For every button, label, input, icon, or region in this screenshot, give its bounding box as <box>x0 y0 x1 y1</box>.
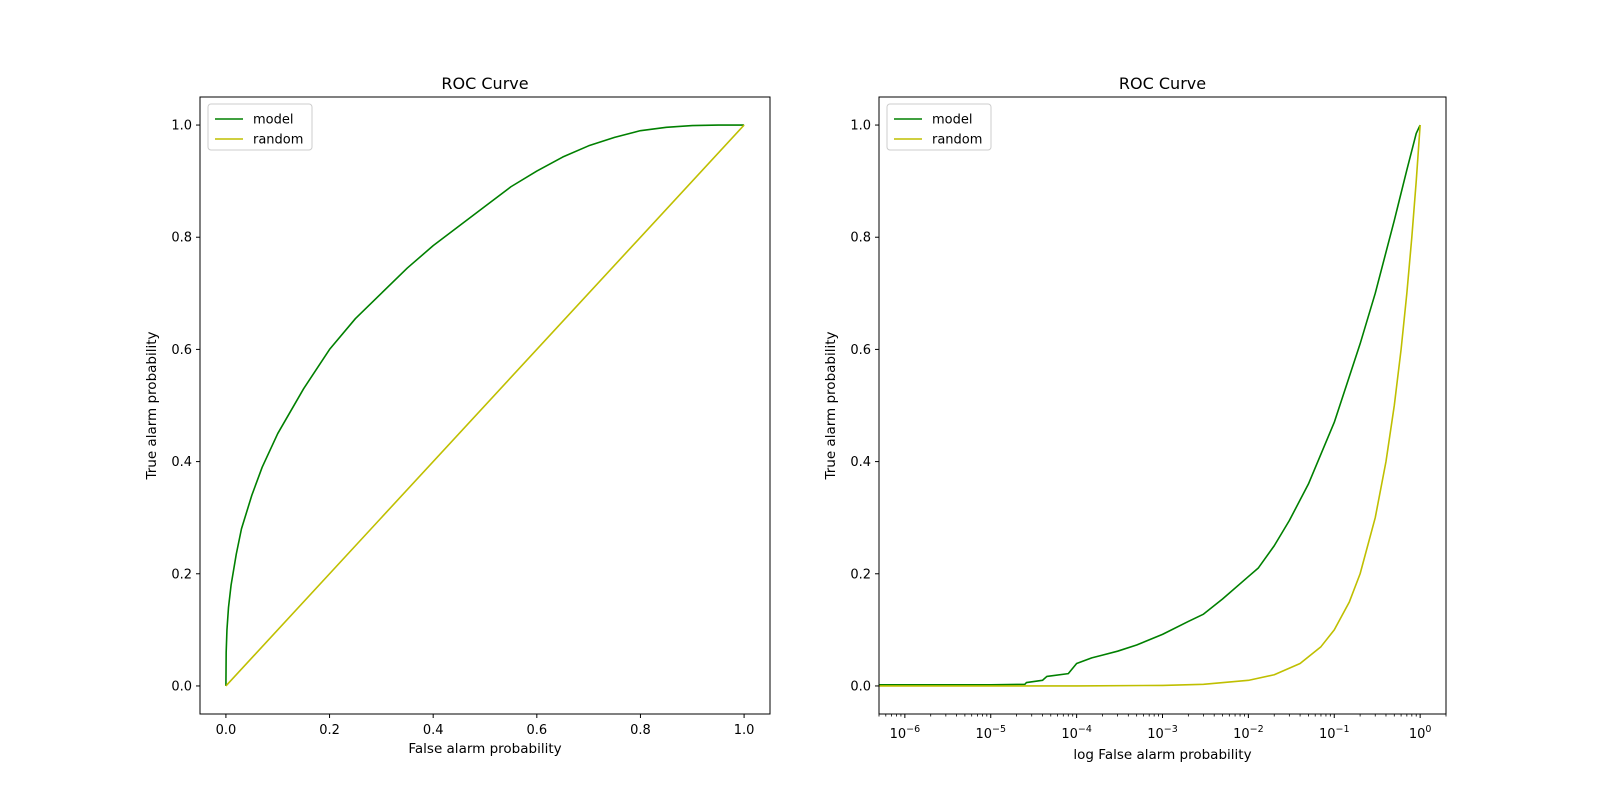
legend-label-model: model <box>253 113 293 128</box>
x-tick-label: 1.0 <box>734 723 755 738</box>
y-tick-label: 0.6 <box>171 343 192 358</box>
legend-label-random: random <box>932 133 982 148</box>
legend-label-random: random <box>253 133 303 148</box>
x-tick-label-base: 10 <box>1319 727 1336 742</box>
y-axis-label: True alarm probability <box>144 331 160 480</box>
y-tick-label: 0.0 <box>850 679 871 694</box>
x-tick-label-exponent: −3 <box>1164 724 1178 735</box>
y-tick-label: 0.0 <box>171 679 192 694</box>
x-tick-label-exponent: −5 <box>992 724 1006 735</box>
y-tick-label: 1.0 <box>850 119 871 134</box>
x-tick-label: 0.4 <box>423 723 444 738</box>
y-tick-label: 0.8 <box>171 231 192 246</box>
x-tick-label-base: 10 <box>1409 727 1426 742</box>
x-axis-label: log False alarm probability <box>1073 747 1251 763</box>
x-tick-label: 0.6 <box>526 723 547 738</box>
legend: model random <box>208 104 312 150</box>
legend-label-model: model <box>932 113 972 128</box>
legend: model random <box>887 104 991 150</box>
y-tick-label: 0.6 <box>850 343 871 358</box>
x-tick-label-base: 10 <box>1233 727 1250 742</box>
y-tick-label: 0.4 <box>171 455 192 470</box>
x-tick-label-exponent: −1 <box>1336 724 1350 735</box>
chart-title: ROC Curve <box>441 74 528 93</box>
y-tick-label: 0.4 <box>850 455 871 470</box>
x-axis-label: False alarm probability <box>408 741 561 757</box>
x-tick-label-exponent: −4 <box>1078 724 1092 735</box>
y-tick-label: 1.0 <box>171 119 192 134</box>
x-tick-label-exponent: −2 <box>1250 724 1264 735</box>
x-tick-label-base: 10 <box>890 727 907 742</box>
x-tick-label: 0.8 <box>630 723 651 738</box>
y-tick-label: 0.2 <box>171 567 192 582</box>
y-axis-label: True alarm probability <box>823 331 839 480</box>
x-tick-label-base: 10 <box>1147 727 1164 742</box>
chart-title: ROC Curve <box>1119 74 1206 93</box>
x-tick-label-base: 10 <box>1061 727 1078 742</box>
x-tick-label-exponent: 0 <box>1425 724 1431 735</box>
x-tick-label-base: 10 <box>975 727 992 742</box>
x-tick-label: 0.0 <box>216 723 237 738</box>
y-tick-label: 0.2 <box>850 567 871 582</box>
x-tick-label: 0.2 <box>319 723 340 738</box>
y-tick-label: 0.8 <box>850 231 871 246</box>
x-tick-label-exponent: −6 <box>906 724 920 735</box>
